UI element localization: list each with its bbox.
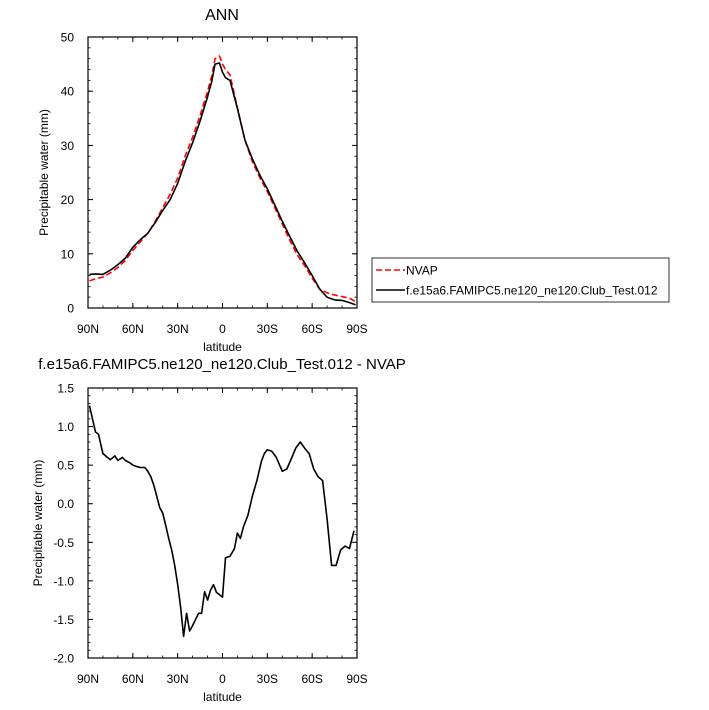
chart-1-xtick-label: 60S [301, 322, 322, 336]
legend-label-2: f.e15a6.FAMIPC5.ne120_ne120.Club_Test.01… [406, 284, 658, 298]
chart-1-ytick-label: 50 [61, 31, 75, 45]
chart-1-xtick-label: 60N [122, 322, 144, 336]
chart-1-plot-frame [87, 36, 358, 309]
chart-2-title: f.e15a6.FAMIPC5.ne120_ne120.Club_Test.01… [38, 356, 405, 373]
chart-2-xtick-label: 90S [346, 672, 367, 686]
chart-1-xtick-label: 30N [167, 322, 189, 336]
chart-2-plot-frame [87, 387, 358, 659]
chart-1-series-f-e15a6-famipc5-ne120-ne120-club-test-012-line [89, 62, 356, 306]
chart-2-xtick-label: 90N [77, 672, 99, 686]
chart-2-series-difference-line [88, 405, 355, 638]
chart-2-xtick-label: 60S [301, 672, 322, 686]
chart-2-xtick-label: 60N [122, 672, 144, 686]
chart-1-xtick-label: 0 [219, 322, 226, 336]
chart-1-ylabel: Precipitable water (mm) [37, 109, 51, 236]
chart-2-ytick-label: 1.0 [57, 420, 74, 434]
chart-2-xtick-label: 30S [257, 672, 278, 686]
chart-2-ytick-label: 1.5 [57, 382, 74, 396]
chart-2-xtick-label: 0 [219, 672, 226, 686]
chart-2-ytick-label: 0.0 [57, 497, 74, 511]
legend-label-1: NVAP [406, 264, 438, 278]
chart-1-title: ANN [205, 7, 239, 24]
chart-1-series-nvap-line [89, 55, 356, 303]
chart-2-ytick-label: -2.0 [53, 652, 74, 666]
chart-2-ytick-label: 0.5 [57, 459, 74, 473]
chart-1-ytick-label: 0 [67, 302, 74, 316]
chart-1-xlabel: latitude [203, 340, 242, 354]
chart-2-ytick-label: -0.5 [53, 536, 74, 550]
chart-1-ytick-label: 10 [61, 247, 75, 261]
chart-1-ytick-label: 30 [61, 139, 75, 153]
legend-box [371, 257, 670, 303]
chart-1-ytick-label: 40 [61, 85, 75, 99]
chart-1-ytick-label: 20 [61, 193, 75, 207]
chart-2-xlabel: latitude [203, 690, 242, 704]
chart-2-ylabel: Precipitable water (mm) [31, 460, 45, 587]
chart-2-ytick-label: -1.0 [53, 574, 74, 588]
chart-1-xtick-label: 90N [77, 322, 99, 336]
chart-2-ytick-label: -1.5 [53, 613, 74, 627]
chart-2-xtick-label: 30N [167, 672, 189, 686]
chart-1-xtick-label: 90S [346, 322, 367, 336]
chart-1-xtick-label: 30S [257, 322, 278, 336]
